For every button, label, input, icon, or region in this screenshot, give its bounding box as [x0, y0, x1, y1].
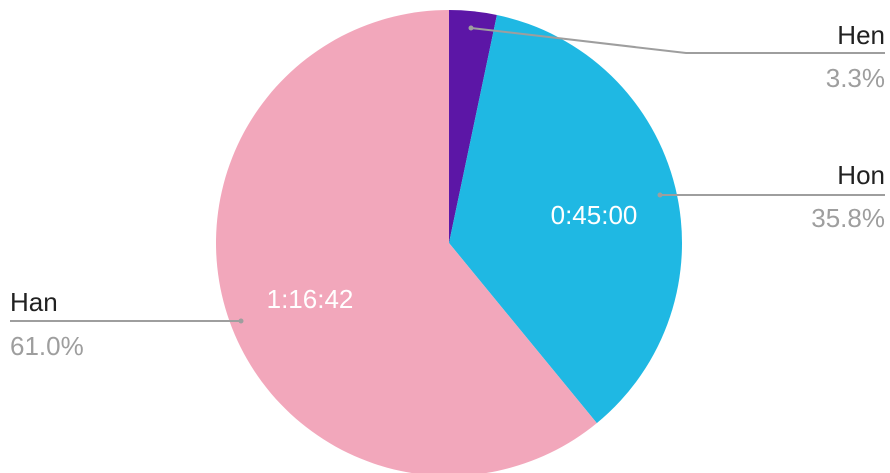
leader-lines — [10, 25, 885, 324]
slice-value-label-hon: 0:45:00 — [551, 200, 638, 230]
slice-name-label-hon: Hon — [837, 160, 885, 190]
leader-dot-hen — [468, 25, 474, 31]
slice-percent-label-hon: 35.8% — [811, 203, 885, 233]
slice-percent-label-han: 61.0% — [10, 331, 84, 361]
pie-slice-han — [216, 10, 597, 473]
leader-dot-hon — [657, 192, 663, 198]
slice-name-label-hen: Hen — [837, 20, 885, 50]
leader-line-hen — [470, 27, 885, 54]
pie-slice-hen — [449, 10, 497, 243]
pie-slices — [216, 10, 683, 473]
slice-name-label-han: Han — [10, 287, 58, 317]
slice-percent-label-hen: 3.3% — [826, 63, 885, 93]
slice-value-label-han: 1:16:42 — [267, 284, 354, 314]
pie-slice-hon — [449, 14, 683, 424]
leader-dot-han — [238, 318, 244, 324]
